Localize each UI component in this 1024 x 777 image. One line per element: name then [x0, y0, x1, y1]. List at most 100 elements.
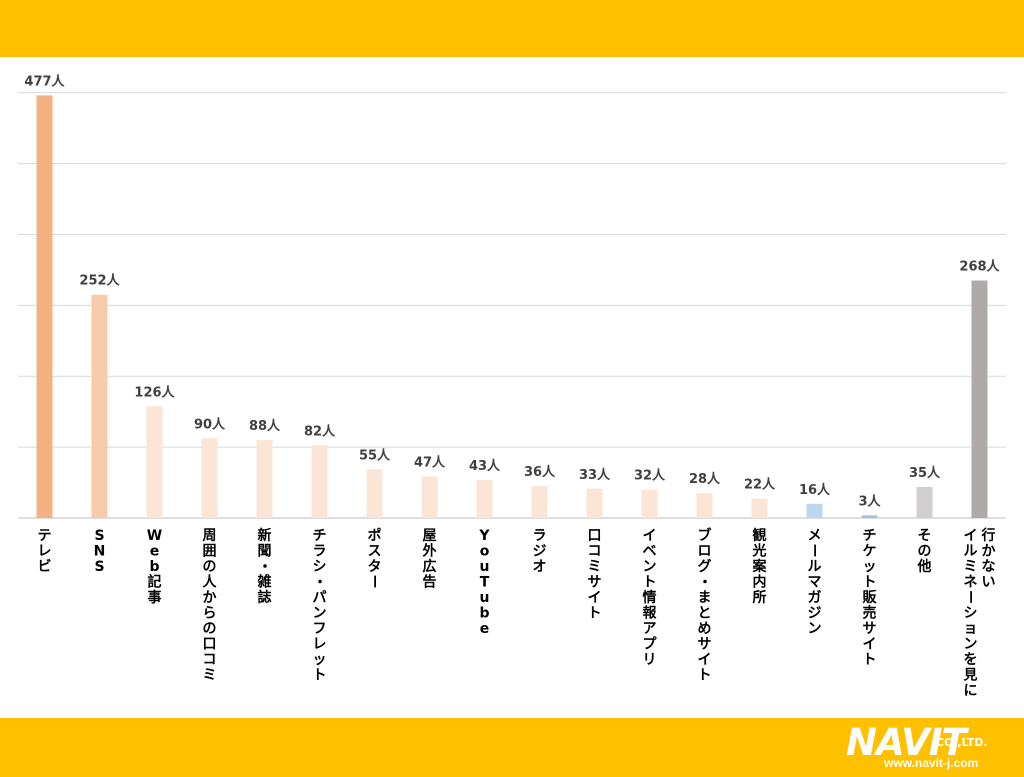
category-label-char: メ: [808, 528, 822, 544]
category-label-char: オ: [533, 559, 547, 575]
data-label: 252人: [79, 273, 120, 289]
category-label-char: W: [147, 528, 162, 544]
category-labels: テレビSNSWeb記事周囲の人からの口コミ新聞・雑誌チラシ・パンフレットポスター…: [38, 527, 996, 699]
category-label-char: ト: [863, 652, 877, 668]
category-label-char: T: [480, 575, 490, 591]
category-label-char: 屋: [423, 528, 437, 544]
data-label: 3人: [858, 493, 881, 509]
category-label-char: ネ: [964, 575, 978, 591]
category-label-char: 囲: [203, 544, 217, 560]
category-label-char: ン: [964, 637, 978, 653]
category-label-char: 光: [752, 543, 767, 560]
category-label-char: ガ: [808, 590, 822, 606]
data-label: 36人: [524, 464, 556, 480]
bar: [366, 469, 383, 518]
category-label-char: u: [480, 559, 490, 575]
data-label: 32人: [634, 468, 666, 484]
category-label-char: 新: [258, 527, 272, 544]
data-label: 90人: [194, 416, 226, 432]
bar: [861, 515, 878, 518]
category-label-char: グ: [698, 558, 712, 575]
data-label: 16人: [799, 482, 831, 498]
category-label-char: チ: [313, 528, 327, 544]
category-label-char: め: [698, 621, 712, 637]
category-label-char: 売: [863, 605, 877, 622]
category-label-char: ン: [808, 621, 822, 637]
category-label-char: ・: [256, 559, 272, 573]
category-label-char: ジ: [808, 606, 822, 622]
category-label-char: か: [203, 590, 217, 606]
category-label-char: ト: [643, 575, 657, 591]
category-label-char: 人: [203, 574, 218, 591]
category-label-char: シ: [313, 559, 327, 575]
category-label-char: ・: [696, 575, 712, 589]
category-label-char: ア: [643, 621, 657, 637]
category-label-char: b: [149, 559, 159, 575]
data-label: 55人: [359, 447, 391, 463]
footer-band: [0, 718, 1024, 777]
category-label-char: 口: [588, 528, 602, 544]
category-label-char: ン: [313, 606, 327, 622]
category-label-char: イ: [588, 590, 602, 606]
navit-logo: NAVIT CO.,LTD. www.navit-j.com: [846, 722, 1016, 774]
category-label-char: ミ: [964, 559, 978, 575]
bar: [91, 294, 108, 518]
category-label-char: イ: [964, 528, 978, 544]
bar: [476, 479, 493, 518]
category-label-char: ル: [808, 559, 822, 575]
bar: [421, 476, 438, 518]
category-label-char: ・: [311, 575, 327, 589]
category-label-char: レ: [313, 637, 327, 653]
category-label-char: と: [698, 606, 712, 622]
category-label-char: 雑: [257, 574, 272, 591]
category-label-char: サ: [588, 575, 602, 591]
category-label-char: 口: [203, 637, 217, 653]
data-label: 88人: [249, 418, 281, 434]
bar: [696, 493, 713, 518]
category-label-char: ー: [806, 544, 822, 558]
category-label-char: パ: [313, 590, 327, 606]
category-label-char: ケ: [863, 544, 877, 560]
category-label-char: ミ: [588, 559, 602, 575]
category-label-char: マ: [808, 575, 822, 591]
bar: [311, 445, 328, 518]
category-label-char: 行: [981, 527, 996, 544]
header-band: [0, 0, 1024, 57]
data-label: 35人: [909, 465, 941, 481]
category-label-char: ト: [313, 668, 327, 684]
bar: [971, 280, 988, 518]
logo-wordmark: NAVIT: [846, 721, 967, 764]
category-label: その他: [917, 528, 932, 575]
category-label-char: ポ: [368, 527, 382, 544]
category-label-char: ー: [366, 575, 382, 589]
bar: [531, 486, 548, 518]
category-label: 新聞・雑誌: [256, 527, 272, 606]
category-label-char: ー: [962, 590, 978, 604]
category-label-char: 他: [917, 558, 932, 575]
category-label-char: コ: [588, 544, 602, 560]
category-label-char: ト: [863, 575, 877, 591]
data-labels: 477人 252人 126人 90人 88人 82人 55人 47人 43人 36人 33人 32人 2…: [24, 73, 1000, 509]
category-label-char: な: [982, 559, 996, 575]
category-label-char: 観: [753, 527, 767, 544]
category-label-char: o: [480, 544, 490, 560]
category-label-char: ロ: [698, 544, 712, 560]
category-label-char: e: [480, 621, 490, 637]
category-label-char: イ: [863, 637, 877, 653]
category-label-char: イ: [698, 652, 712, 668]
category-label-char: リ: [643, 652, 657, 668]
category-label-char: イ: [643, 528, 657, 544]
logo-company-suffix: CO.,LTD.: [936, 736, 988, 749]
bar: [256, 440, 273, 518]
category-label-char: ト: [588, 606, 602, 622]
bar: [201, 438, 218, 518]
category-label-char: い: [982, 575, 996, 591]
bar: [586, 488, 603, 518]
